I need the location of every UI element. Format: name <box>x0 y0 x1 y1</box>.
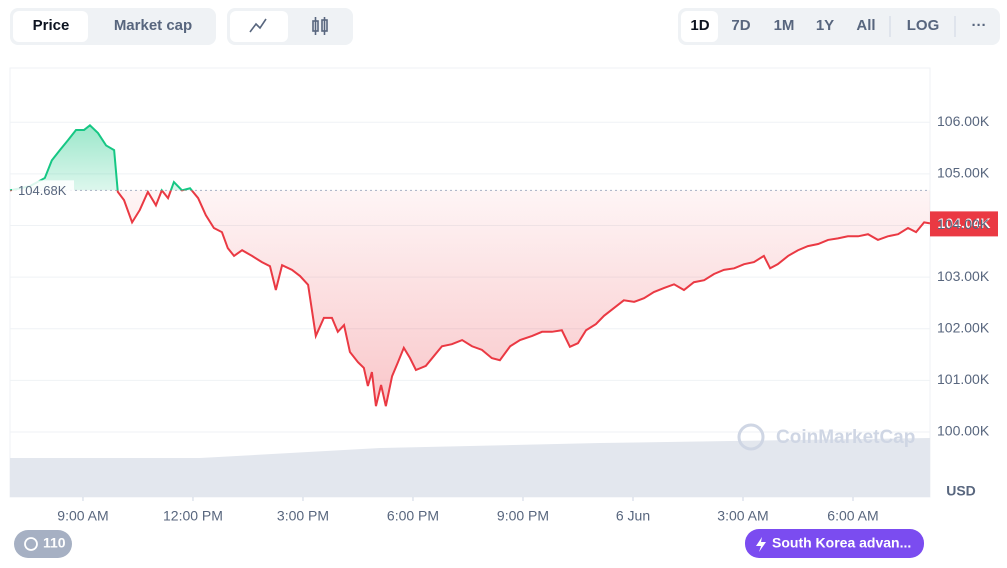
range-button[interactable]: 1M <box>774 17 795 34</box>
x-tick-label: 3:00 AM <box>717 508 768 524</box>
range-button[interactable]: 1D <box>690 17 709 34</box>
x-tick-label: 3:00 PM <box>277 508 329 524</box>
area-up <box>10 125 930 191</box>
x-tick-label: 9:00 AM <box>57 508 108 524</box>
current-price-bg <box>930 211 998 237</box>
history-icon <box>24 537 38 551</box>
log-button[interactable]: LOG <box>907 17 940 34</box>
news-pill[interactable] <box>745 529 924 558</box>
reference-label: 104.68K <box>18 183 67 198</box>
range-button[interactable]: 7D <box>731 17 750 34</box>
y-tick-label: 101.00K <box>937 371 990 387</box>
watermark-text: CoinMarketCap <box>776 427 915 448</box>
news-icon <box>756 537 766 552</box>
reference-label-bg <box>12 180 74 201</box>
y-tick-label: 103.00K <box>937 268 990 284</box>
price-line-down <box>10 190 931 407</box>
range-button[interactable]: 1Y <box>816 17 834 34</box>
y-tick-label: 106.00K <box>937 113 990 129</box>
volume-band <box>10 438 930 497</box>
tab[interactable]: Price <box>33 17 70 34</box>
range-active[interactable] <box>681 11 718 42</box>
candle-icon[interactable] <box>312 17 328 35</box>
x-tick-label: 12:00 PM <box>163 508 223 524</box>
area-down <box>117 190 930 407</box>
news-text[interactable]: South Korea advan... <box>772 535 911 551</box>
y-tick-label: 102.00K <box>937 319 990 335</box>
y-tick-label: 100.00K <box>937 423 990 439</box>
tab[interactable]: Market cap <box>114 17 192 34</box>
x-tick-label: 6:00 AM <box>827 508 878 524</box>
history-badge[interactable] <box>14 530 72 558</box>
x-tick-label: 6:00 PM <box>387 508 439 524</box>
x-tick-label: 9:00 PM <box>497 508 549 524</box>
x-tick-label: 6 Jun <box>616 508 650 524</box>
y-tick-label: 105.00K <box>937 165 990 181</box>
current-price-label: 104.04K <box>938 215 991 231</box>
more-button[interactable]: ··· <box>972 17 987 34</box>
history-count[interactable]: 110 <box>43 535 66 551</box>
tab-active[interactable] <box>13 11 88 42</box>
range-group <box>678 8 1000 45</box>
y-tick-label: 104.00K <box>937 216 990 232</box>
line-icon <box>249 18 267 33</box>
y-axis-label: USD <box>946 483 976 499</box>
range-button[interactable]: All <box>856 17 875 34</box>
watermark: CoinMarketCap <box>737 423 915 451</box>
